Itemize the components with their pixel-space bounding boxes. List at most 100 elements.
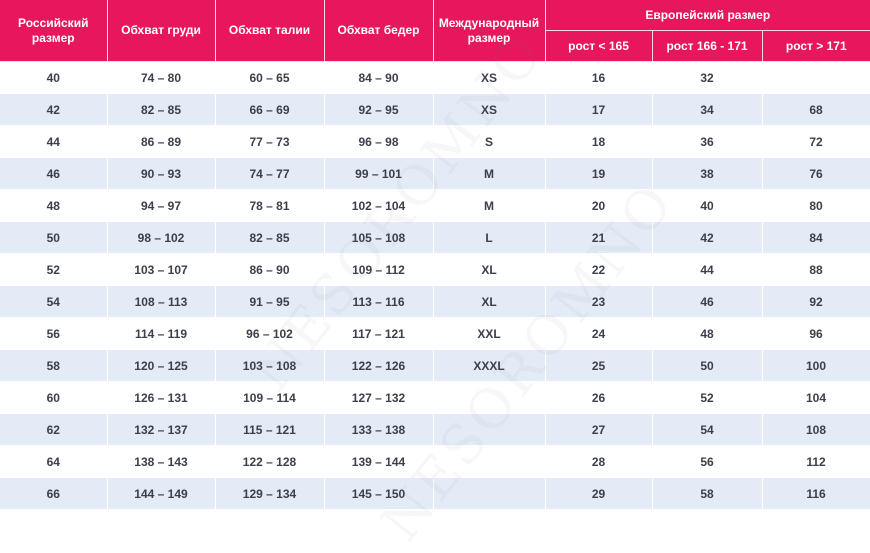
cell-eu-mid: 42 — [652, 221, 763, 254]
cell-waist: 77 – 73 — [215, 125, 325, 158]
cell-eu-mid: 36 — [652, 125, 763, 158]
cell-eu-tall: 76 — [762, 157, 870, 190]
cell-hips: 145 – 150 — [324, 477, 434, 510]
cell-eu-mid: 38 — [652, 157, 763, 190]
cell-eu-mid: 56 — [652, 445, 763, 478]
cell-intl-size: XS — [433, 93, 546, 126]
cell-hips: 113 – 116 — [324, 285, 434, 318]
cell-intl-size: XL — [433, 285, 546, 318]
cell-hips: 84 – 90 — [324, 61, 434, 94]
header-eu-height-3: рост > 171 — [762, 30, 870, 62]
size-chart: Российский размер Обхват груди Обхват та… — [0, 0, 870, 510]
header-waist: Обхват талии — [215, 0, 325, 62]
cell-waist: 91 – 95 — [215, 285, 325, 318]
cell-hips: 105 – 108 — [324, 221, 434, 254]
table-row: 56 114 – 119 96 – 102 117 – 121 XXL 24 48 96 — [0, 317, 870, 350]
cell-eu-short: 23 — [545, 285, 653, 318]
cell-hips: 117 – 121 — [324, 317, 434, 350]
cell-waist: 74 – 77 — [215, 157, 325, 190]
table-body: 40 74 – 80 60 – 65 84 – 90 XS 16 32 42 82 – 85 66… — [0, 61, 870, 510]
cell-chest: 86 – 89 — [107, 125, 216, 158]
cell-eu-short: 21 — [545, 221, 653, 254]
cell-intl-size — [433, 477, 546, 510]
cell-intl-size: S — [433, 125, 546, 158]
table-row: 60 126 – 131 109 – 114 127 – 132 26 52 104 — [0, 381, 870, 414]
cell-ru-size: 60 — [0, 381, 108, 414]
cell-waist: 122 – 128 — [215, 445, 325, 478]
table-row: 48 94 – 97 78 – 81 102 – 104 M 20 40 80 — [0, 189, 870, 222]
cell-chest: 94 – 97 — [107, 189, 216, 222]
header-eu-height-1: рост < 165 — [545, 30, 653, 62]
cell-ru-size: 48 — [0, 189, 108, 222]
cell-eu-tall: 84 — [762, 221, 870, 254]
cell-ru-size: 62 — [0, 413, 108, 446]
cell-eu-tall: 80 — [762, 189, 870, 222]
cell-chest: 126 – 131 — [107, 381, 216, 414]
table-row: 46 90 – 93 74 – 77 99 – 101 M 19 38 76 — [0, 157, 870, 190]
cell-eu-mid: 58 — [652, 477, 763, 510]
cell-ru-size: 46 — [0, 157, 108, 190]
table-header: Российский размер Обхват груди Обхват та… — [0, 0, 870, 62]
cell-eu-short: 27 — [545, 413, 653, 446]
table-row: 58 120 – 125 103 – 108 122 – 126 XXXL 25 50 100 — [0, 349, 870, 382]
header-intl-size: Международный размер — [433, 0, 546, 62]
cell-chest: 90 – 93 — [107, 157, 216, 190]
cell-intl-size: XS — [433, 61, 546, 94]
cell-eu-mid: 52 — [652, 381, 763, 414]
table-row: 40 74 – 80 60 – 65 84 – 90 XS 16 32 — [0, 61, 870, 94]
cell-hips: 92 – 95 — [324, 93, 434, 126]
cell-intl-size: M — [433, 157, 546, 190]
cell-eu-short: 29 — [545, 477, 653, 510]
size-table: Российский размер Обхват груди Обхват та… — [0, 0, 870, 510]
cell-intl-size: XXXL — [433, 349, 546, 382]
header-chest: Обхват груди — [107, 0, 216, 62]
cell-eu-short: 28 — [545, 445, 653, 478]
cell-ru-size: 66 — [0, 477, 108, 510]
cell-chest: 144 – 149 — [107, 477, 216, 510]
cell-eu-short: 26 — [545, 381, 653, 414]
cell-eu-tall — [762, 61, 870, 94]
cell-chest: 138 – 143 — [107, 445, 216, 478]
cell-eu-tall: 68 — [762, 93, 870, 126]
cell-hips: 96 – 98 — [324, 125, 434, 158]
cell-hips: 109 – 112 — [324, 253, 434, 286]
cell-hips: 99 – 101 — [324, 157, 434, 190]
cell-eu-mid: 32 — [652, 61, 763, 94]
cell-eu-short: 16 — [545, 61, 653, 94]
cell-eu-tall: 100 — [762, 349, 870, 382]
table-row: 42 82 – 85 66 – 69 92 – 95 XS 17 34 68 — [0, 93, 870, 126]
cell-eu-tall: 116 — [762, 477, 870, 510]
cell-waist: 129 – 134 — [215, 477, 325, 510]
cell-eu-mid: 44 — [652, 253, 763, 286]
cell-hips: 133 – 138 — [324, 413, 434, 446]
cell-ru-size: 54 — [0, 285, 108, 318]
cell-waist: 109 – 114 — [215, 381, 325, 414]
cell-eu-tall: 92 — [762, 285, 870, 318]
cell-chest: 114 – 119 — [107, 317, 216, 350]
table-row: 54 108 – 113 91 – 95 113 – 116 XL 23 46 92 — [0, 285, 870, 318]
cell-eu-mid: 50 — [652, 349, 763, 382]
header-hips: Обхват бедер — [324, 0, 434, 62]
cell-waist: 60 – 65 — [215, 61, 325, 94]
cell-eu-short: 25 — [545, 349, 653, 382]
cell-chest: 120 – 125 — [107, 349, 216, 382]
cell-waist: 86 – 90 — [215, 253, 325, 286]
cell-eu-short: 17 — [545, 93, 653, 126]
table-row: 50 98 – 102 82 – 85 105 – 108 L 21 42 84 — [0, 221, 870, 254]
cell-ru-size: 44 — [0, 125, 108, 158]
cell-intl-size: XXL — [433, 317, 546, 350]
cell-intl-size — [433, 413, 546, 446]
cell-waist: 66 – 69 — [215, 93, 325, 126]
cell-eu-short: 19 — [545, 157, 653, 190]
table-row: 52 103 – 107 86 – 90 109 – 112 XL 22 44 88 — [0, 253, 870, 286]
cell-intl-size — [433, 381, 546, 414]
cell-ru-size: 50 — [0, 221, 108, 254]
cell-ru-size: 52 — [0, 253, 108, 286]
cell-ru-size: 42 — [0, 93, 108, 126]
cell-eu-short: 18 — [545, 125, 653, 158]
table-row: 62 132 – 137 115 – 121 133 – 138 27 54 108 — [0, 413, 870, 446]
cell-waist: 115 – 121 — [215, 413, 325, 446]
cell-chest: 82 – 85 — [107, 93, 216, 126]
cell-eu-mid: 34 — [652, 93, 763, 126]
cell-ru-size: 58 — [0, 349, 108, 382]
